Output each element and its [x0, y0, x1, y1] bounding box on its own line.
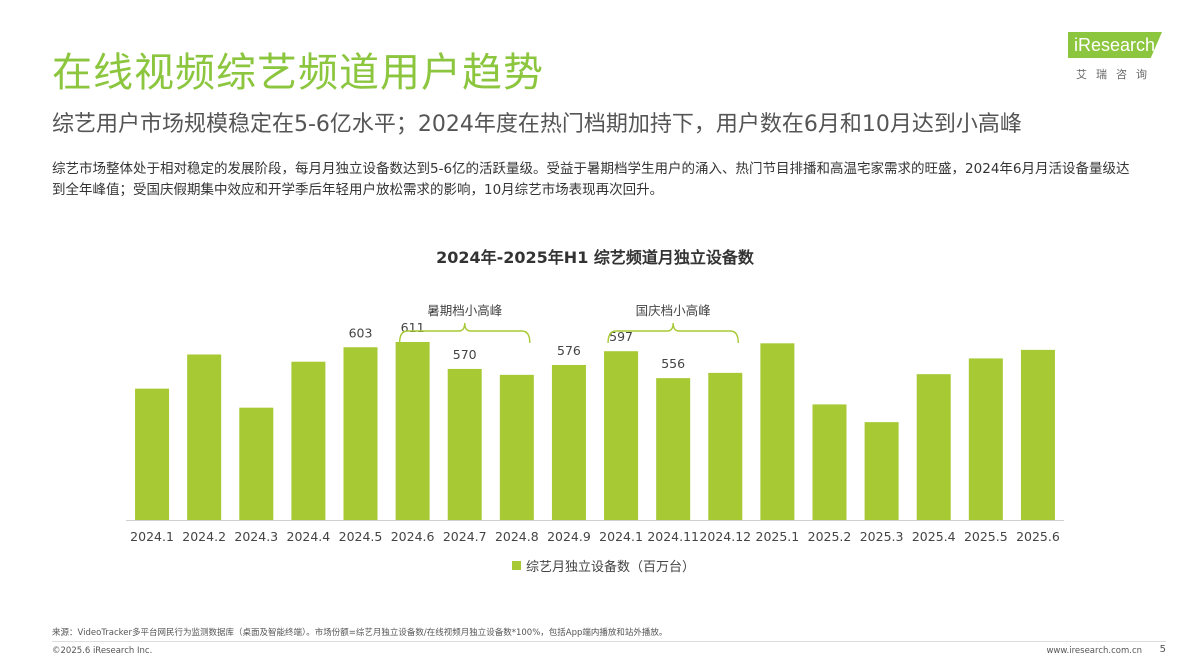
bar — [656, 378, 691, 520]
copyright: ©2025.6 iResearch Inc. — [52, 646, 153, 656]
x-tick-label: 2024.6 — [391, 529, 435, 544]
bar — [343, 347, 378, 520]
x-tick-label: 2025.2 — [808, 529, 852, 544]
legend-swatch — [512, 561, 521, 570]
annotation-bracket — [607, 322, 739, 344]
bar — [916, 374, 951, 520]
data-label: 570 — [453, 347, 477, 362]
bar — [135, 388, 170, 520]
x-tick-label: 2025.5 — [964, 529, 1008, 544]
x-tick-label: 2024.5 — [339, 529, 383, 544]
bar — [1020, 349, 1055, 520]
chart-legend: 综艺月独立设备数（百万台） — [512, 556, 695, 575]
data-label: 611 — [401, 320, 425, 335]
bar — [812, 404, 847, 520]
x-tick-label: 2025.1 — [756, 529, 800, 544]
data-label: 603 — [349, 325, 373, 340]
bar — [239, 407, 274, 520]
bar — [187, 354, 222, 520]
x-tick-label: 2025.3 — [860, 529, 904, 544]
data-label: 597 — [609, 329, 633, 344]
bar — [551, 364, 586, 520]
x-tick-label: 2024.7 — [443, 529, 487, 544]
x-tick-label: 2024.1 — [130, 529, 174, 544]
x-tick-label: 2024.1 — [599, 529, 643, 544]
annotation-label: 暑期档小高峰 — [427, 303, 503, 318]
bar — [708, 372, 743, 520]
iresearch-logo: iResearch 艾瑞咨询 — [1062, 30, 1162, 82]
bar — [447, 368, 482, 520]
logo-subtext: 艾瑞咨询 — [1076, 68, 1156, 81]
bar — [968, 358, 1003, 520]
footer-divider — [52, 641, 1166, 642]
x-tick-label: 2024.11 — [647, 529, 699, 544]
data-label: 556 — [661, 356, 685, 371]
chart-title: 2024年-2025年H1 综艺频道月独立设备数 — [436, 248, 754, 267]
bar — [604, 351, 639, 520]
page-subtitle: 综艺用户市场规模稳定在5-6亿水平；2024年度在热门档期加持下，用户数在6月和… — [52, 112, 1022, 137]
annotation-label: 国庆档小高峰 — [636, 303, 712, 318]
x-tick-label: 2024.12 — [699, 529, 751, 544]
bar — [760, 343, 795, 520]
annotation-bracket — [398, 322, 531, 344]
x-tick-label: 2024.3 — [234, 529, 278, 544]
logo-badge: iResearch — [1068, 32, 1162, 58]
bar — [864, 422, 899, 520]
bar — [499, 374, 534, 520]
x-tick-label: 2024.9 — [547, 529, 591, 544]
source-note: 来源：VideoTracker多平台网民行为监测数据库（桌面及智能终端）。市场份… — [52, 628, 668, 638]
data-label: 576 — [557, 343, 581, 358]
x-tick-label: 2024.8 — [495, 529, 539, 544]
x-tick-label: 2025.4 — [912, 529, 956, 544]
page-title: 在线视频综艺频道用户趋势 — [52, 50, 544, 96]
legend-label: 综艺月独立设备数（百万台） — [526, 560, 696, 575]
page-number: 5 — [1159, 644, 1166, 655]
website-link[interactable]: www.iresearch.com.cn — [1046, 646, 1142, 656]
x-tick-label: 2024.2 — [182, 529, 226, 544]
description-text: 综艺市场整体处于相对稳定的发展阶段，每月月独立设备数达到5-6亿的活跃量级。受益… — [52, 161, 1130, 198]
x-tick-label: 2025.6 — [1016, 529, 1060, 544]
x-tick-label: 2024.4 — [287, 529, 331, 544]
bar — [395, 342, 430, 520]
bar — [291, 361, 326, 520]
logo-text: iResearch — [1074, 35, 1156, 55]
